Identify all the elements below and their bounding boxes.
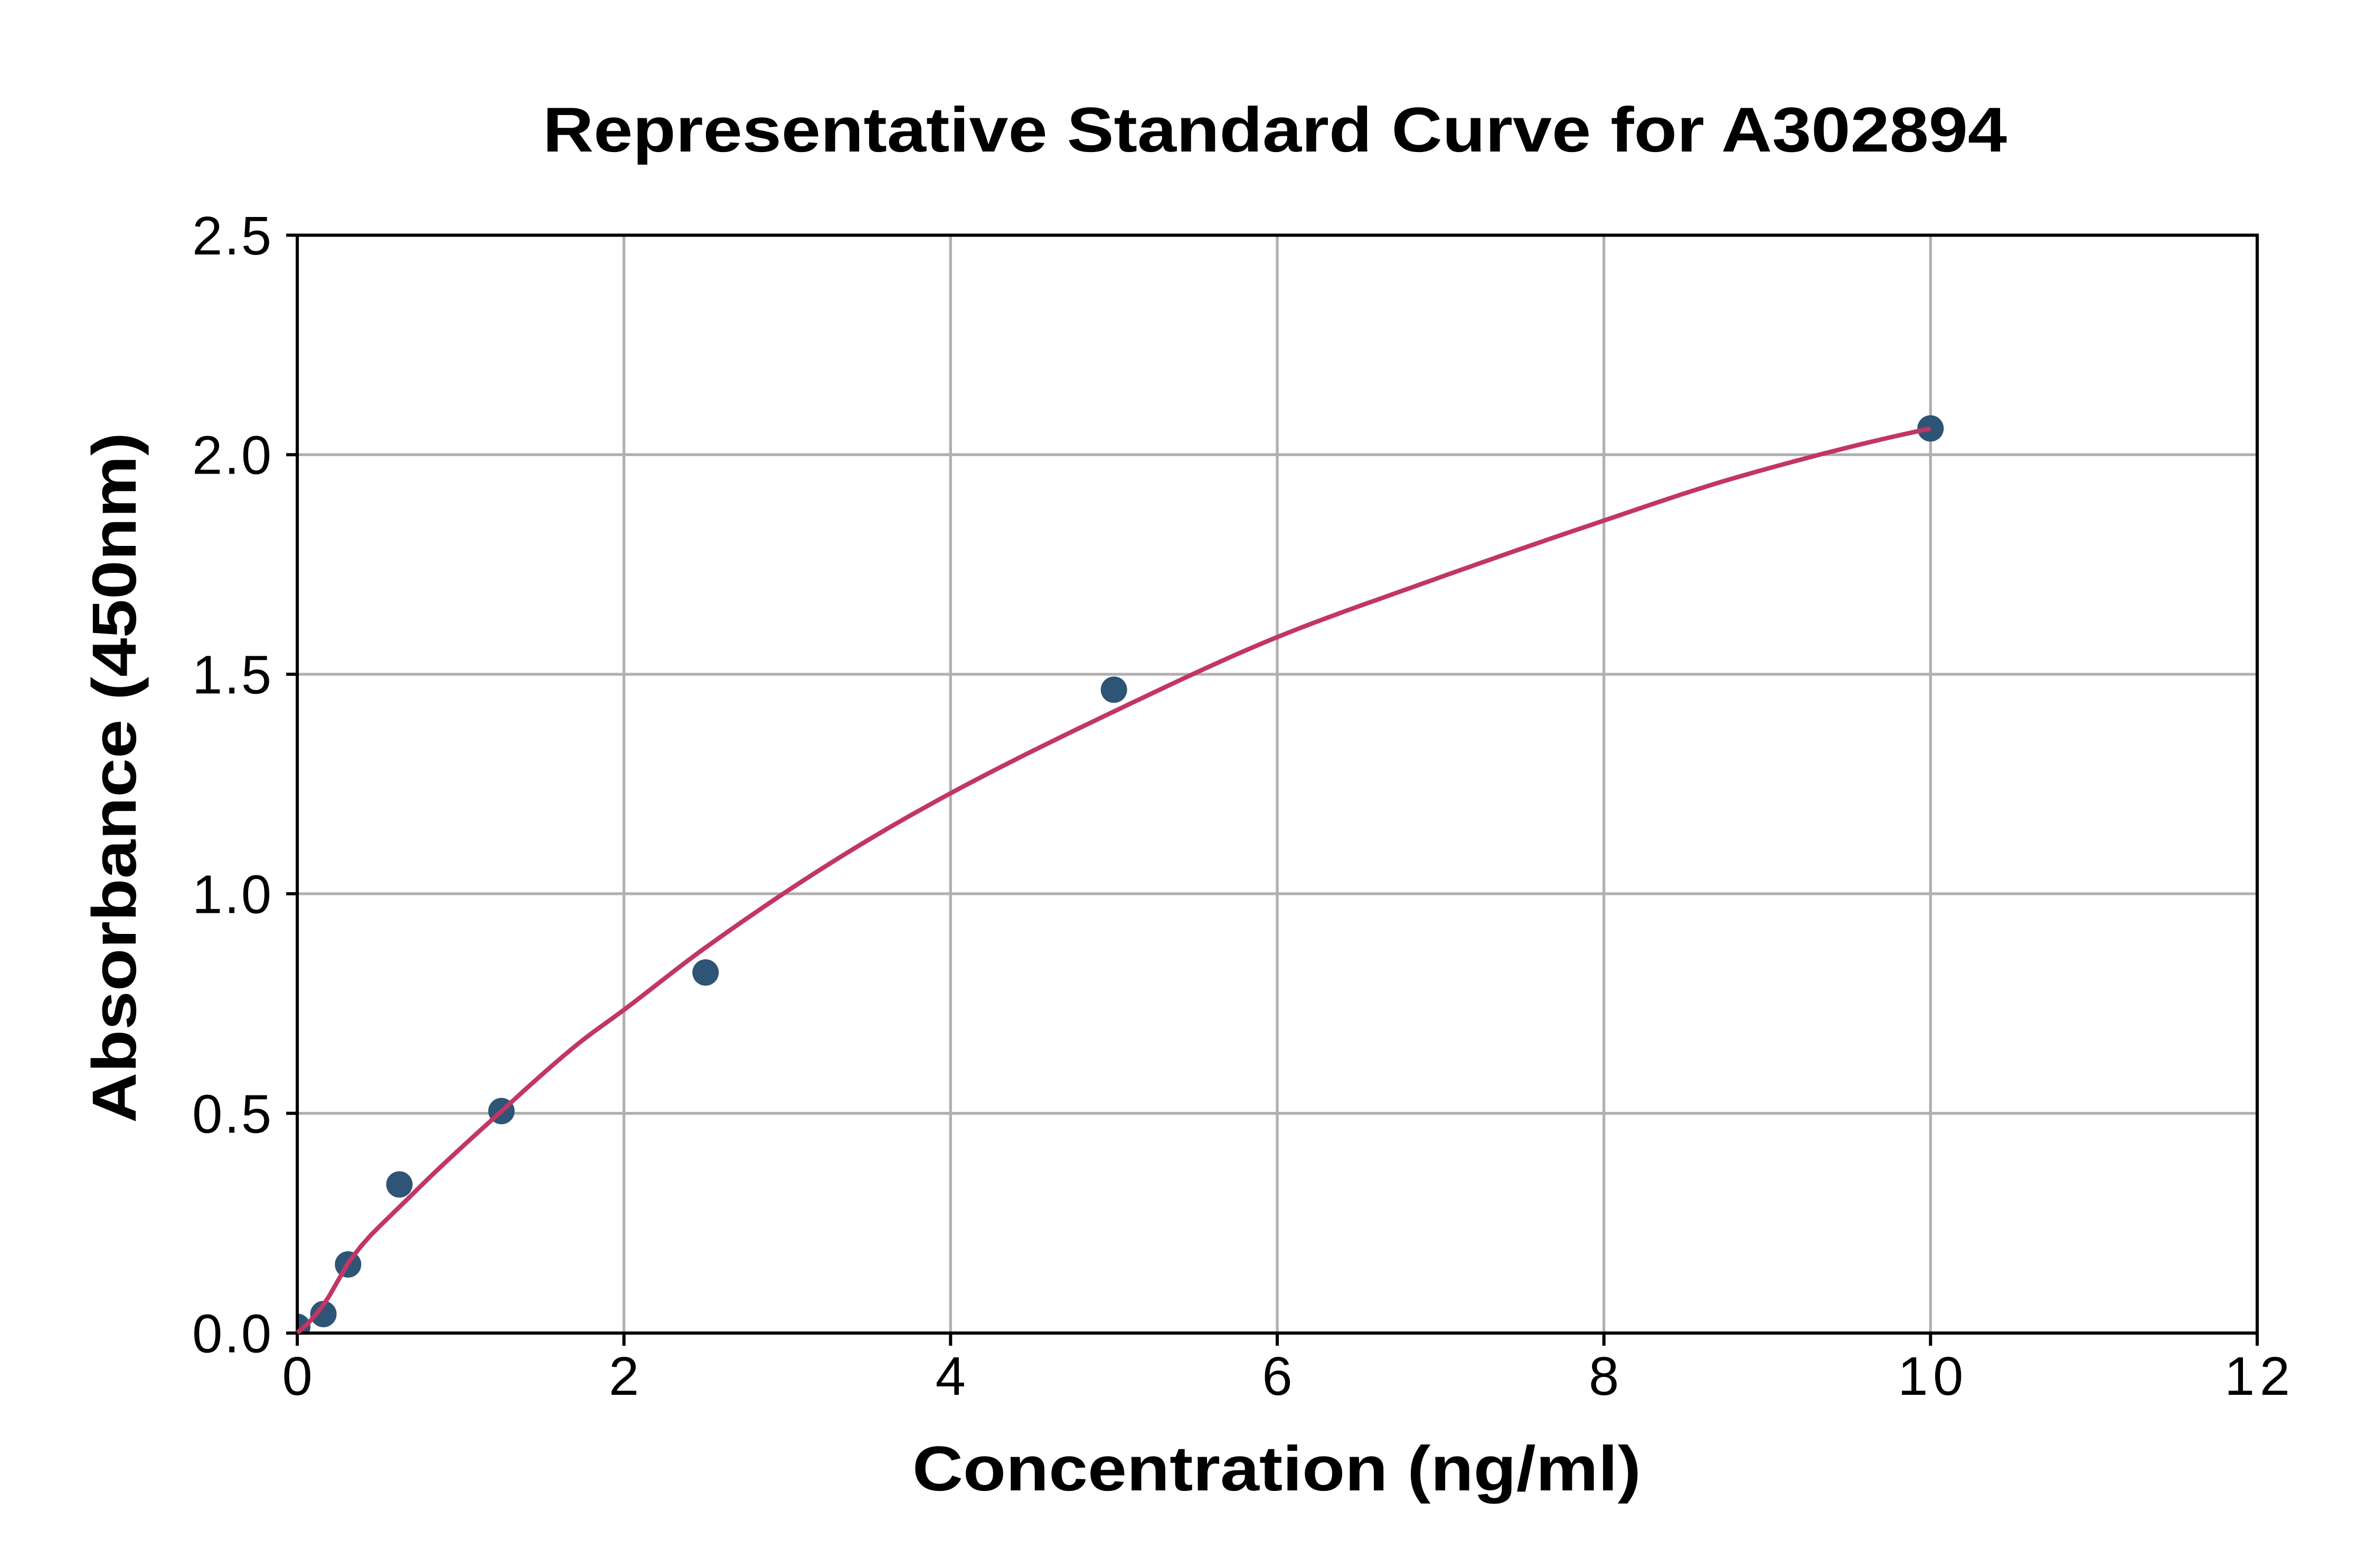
svg-text:0.5: 0.5 <box>192 1083 271 1144</box>
svg-text:1.0: 1.0 <box>192 864 271 924</box>
svg-text:Representative Standard Curve: Representative Standard Curve for A30289… <box>543 95 2007 165</box>
svg-text:2: 2 <box>609 1346 639 1406</box>
svg-text:4: 4 <box>936 1346 966 1406</box>
svg-text:2.5: 2.5 <box>192 205 271 266</box>
svg-text:Absorbance (450nm): Absorbance (450nm) <box>80 432 149 1123</box>
svg-text:0.0: 0.0 <box>192 1303 271 1364</box>
svg-text:8: 8 <box>1589 1346 1619 1406</box>
svg-text:1.5: 1.5 <box>192 645 271 705</box>
svg-text:2.0: 2.0 <box>192 425 271 486</box>
svg-text:0: 0 <box>282 1346 312 1406</box>
svg-text:6: 6 <box>1262 1346 1292 1406</box>
svg-text:Concentration (ng/ml): Concentration (ng/ml) <box>912 1433 1641 1504</box>
